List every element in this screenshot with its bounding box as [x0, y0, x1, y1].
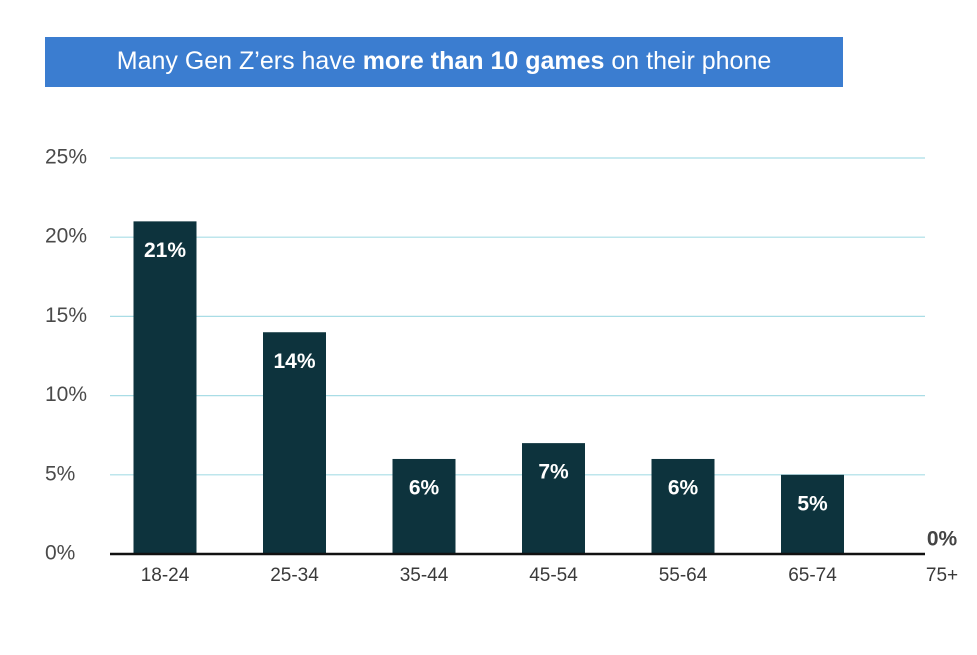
y-tick-label: 10%	[45, 383, 87, 406]
value-label: 7%	[538, 461, 569, 484]
title-part: Many Gen Z’ers have	[117, 47, 363, 75]
title-part: more than 10 games	[363, 47, 605, 75]
value-label: 6%	[409, 477, 440, 500]
x-tick-label: 35-44	[400, 565, 449, 586]
x-tick-label: 25-34	[270, 565, 319, 586]
y-tick-label: 0%	[45, 542, 75, 565]
value-label: 5%	[797, 492, 828, 515]
value-label: 6%	[668, 477, 699, 500]
bar	[133, 221, 197, 555]
bar	[392, 458, 456, 554]
value-label: 14%	[273, 350, 315, 373]
value-label: 0%	[927, 528, 958, 551]
x-tick-label: 65-74	[788, 565, 837, 586]
y-tick-label: 15%	[45, 304, 87, 327]
title-part: on their phone	[604, 47, 771, 75]
x-tick-label: 75+	[926, 565, 958, 586]
x-tick-label: 55-64	[659, 565, 708, 586]
x-tick-label: 45-54	[529, 565, 578, 586]
value-label: 21%	[144, 239, 186, 262]
y-tick-label: 5%	[45, 462, 75, 485]
bar	[651, 458, 715, 554]
y-tick-label: 25%	[45, 146, 87, 169]
bar	[263, 332, 326, 554]
chart-title: Many Gen Z’ers have more than 10 games o…	[117, 47, 772, 75]
bar	[522, 443, 585, 554]
title-banner	[45, 37, 843, 87]
x-tick-label: 18-24	[141, 565, 190, 586]
y-tick-label: 20%	[45, 225, 87, 248]
bar	[781, 474, 844, 554]
